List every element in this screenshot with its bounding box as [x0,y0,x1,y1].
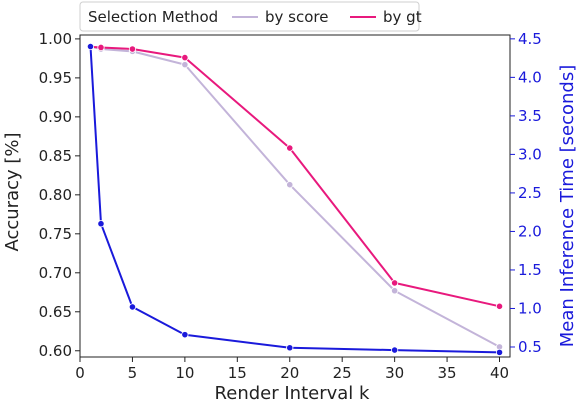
data-point-inference-time [286,344,294,352]
legend-label-by-score: by score [265,8,328,26]
data-point-by-score [391,287,399,295]
series-line-by-gt [90,45,500,308]
x-tick-label: 30 [385,364,404,382]
y-tick-label: 0.90 [39,108,72,126]
data-point-inference-time [181,331,189,339]
x-tick-label: 40 [490,364,509,382]
y2-tick-label: 2.0 [518,222,542,240]
x-tick-label: 10 [175,364,194,382]
y2-tick-label: 3.0 [518,145,542,163]
x-tick-label: 15 [228,364,247,382]
y2-tick-label: 2.5 [518,184,542,202]
y-tick-label: 0.80 [39,186,72,204]
y2-tick-label: 3.5 [518,107,542,125]
x-tick-label: 5 [128,364,138,382]
y-tick-label: 0.75 [39,225,72,243]
data-point-inference-time [128,303,137,311]
series-line-inference-time [89,46,500,354]
y-tick-label: 0.65 [39,303,72,321]
legend-title: Selection Method [88,8,218,26]
data-point-by-gt [495,302,504,310]
data-point-by-score [286,181,294,189]
x-tick-label: 25 [333,364,352,382]
plot-frame [79,34,511,358]
data-point-by-score [181,61,189,69]
x-tick-label: 35 [438,364,457,382]
data-point-inference-time [86,42,95,51]
legend-label-by-gt: by gt [383,8,422,26]
axes: 0 5 10 15 20 25 30 35 40 0.60 0.65 0.70 0.75 0.80 0.85… [39,30,542,382]
x-tick-label: 0 [75,364,85,382]
y2-tick-label: 4.5 [518,30,542,48]
y2-tick-label: 4.0 [518,68,542,86]
y-tick-label: 0.95 [39,69,72,87]
y-tick-label: 0.70 [39,264,72,282]
data-point-by-gt [97,43,105,52]
series-layer [86,42,504,356]
legend: Selection Method by score by gt [79,1,422,32]
x-axis-title: Render Interval k [215,383,370,404]
series-by-gt [86,43,504,310]
data-point-inference-time [97,220,105,228]
y2-tick-label: 1.5 [518,261,542,279]
data-point-by-gt [181,54,189,62]
series-by-score [86,43,504,351]
x-tick-label: 20 [280,364,299,382]
data-point-inference-time [391,346,399,354]
y2-tick-label: 0.5 [518,338,542,356]
y-tick-label: 0.60 [39,342,72,360]
y2-tick-label: 1.0 [518,299,542,317]
y-tick-label: 1.00 [39,30,72,48]
data-point-by-gt [128,45,137,53]
series-inference-time [86,42,504,356]
y-tick-label: 0.85 [39,147,72,165]
data-point-inference-time [495,348,504,356]
data-point-by-gt [286,144,294,152]
y2-axis-title: Mean Inference Time [seconds] [557,65,578,347]
series-line-by-score [90,45,500,348]
data-point-by-gt [391,279,399,287]
y-axis-title: Accuracy [%] [2,132,23,251]
